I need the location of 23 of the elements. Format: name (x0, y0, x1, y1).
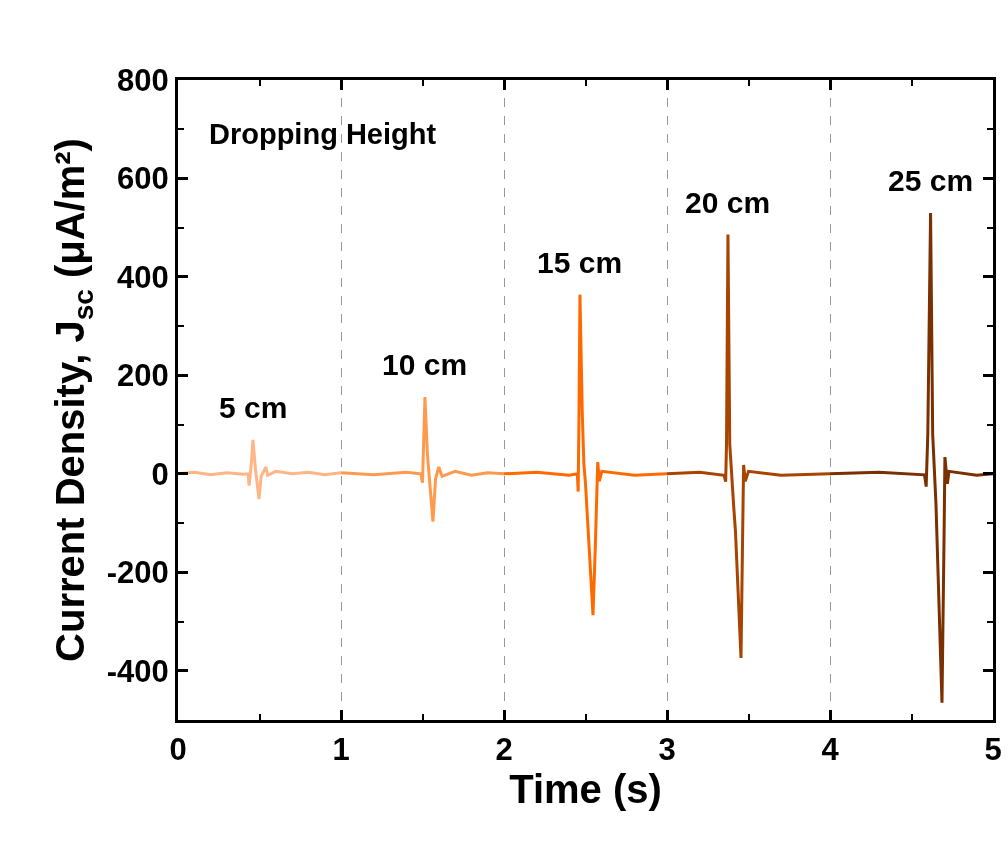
series-label: 20 cm (685, 186, 771, 219)
x-tick-label: 1 (332, 732, 350, 768)
line-series (339, 395, 506, 524)
annotation: Dropping Height (209, 118, 437, 150)
series-label: 5 cm (219, 391, 288, 424)
line-series (502, 293, 669, 617)
y-tick-label: 200 (117, 358, 169, 394)
x-tick-label: 2 (495, 732, 513, 768)
series-label: 15 cm (537, 246, 623, 279)
series-label: 10 cm (382, 348, 468, 381)
x-tick-label: 4 (821, 732, 840, 768)
x-tick-label: 3 (658, 732, 676, 768)
y-tick-label: 800 (117, 62, 169, 98)
line-series (828, 211, 993, 705)
y-tick-label: -400 (106, 653, 169, 689)
y-tick-label: 0 (151, 456, 169, 492)
x-axis-title: Time (s) (509, 767, 662, 812)
x-tick-label: 5 (984, 732, 1002, 768)
y-tick-label: -200 (106, 555, 169, 591)
y-tick-label: 600 (117, 161, 169, 197)
y-tick-label: 400 (117, 259, 169, 295)
series-label: 25 cm (888, 164, 974, 197)
line-series (665, 233, 832, 660)
